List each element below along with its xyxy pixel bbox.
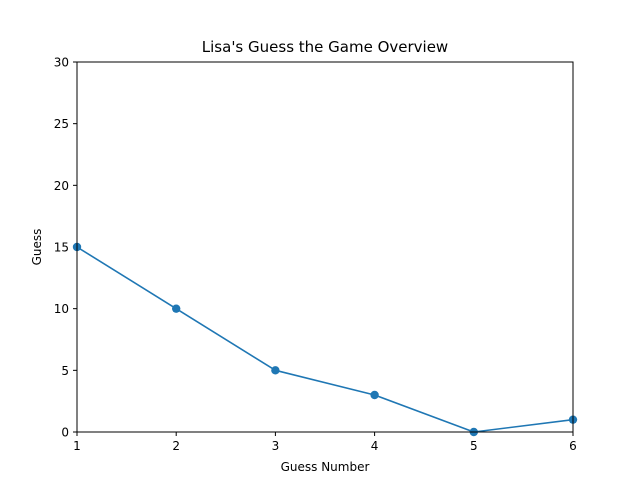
- x-tick-label: 2: [172, 439, 180, 453]
- series-line: [75, 245, 574, 433]
- x-tick-label: 6: [569, 439, 577, 453]
- data-point: [271, 366, 280, 375]
- y-tick-label: 20: [54, 179, 69, 193]
- x-tick-label: 4: [371, 439, 379, 453]
- y-tick-label: 5: [61, 364, 69, 378]
- data-point: [370, 390, 379, 400]
- x-tick-label: 3: [272, 439, 280, 453]
- y-tick-label: 15: [54, 241, 69, 255]
- data-point: [172, 304, 181, 313]
- chart-title: Lisa's Guess the Game Overview: [202, 38, 448, 56]
- x-axis-label: Guess Number: [281, 460, 370, 474]
- y-tick-label: 10: [54, 302, 69, 316]
- axes-frame: [76, 61, 574, 433]
- x-tick-label: 5: [470, 439, 478, 453]
- axis-ticks: 1 2 3 4 5 6 0 5 10 15 20 25 30: [54, 56, 577, 454]
- x-tick-label: 1: [73, 439, 81, 453]
- y-tick-label: 0: [61, 426, 69, 440]
- y-tick-label: 30: [54, 56, 69, 70]
- y-axis-label: Guess: [30, 229, 44, 266]
- y-tick-label: 25: [54, 117, 69, 131]
